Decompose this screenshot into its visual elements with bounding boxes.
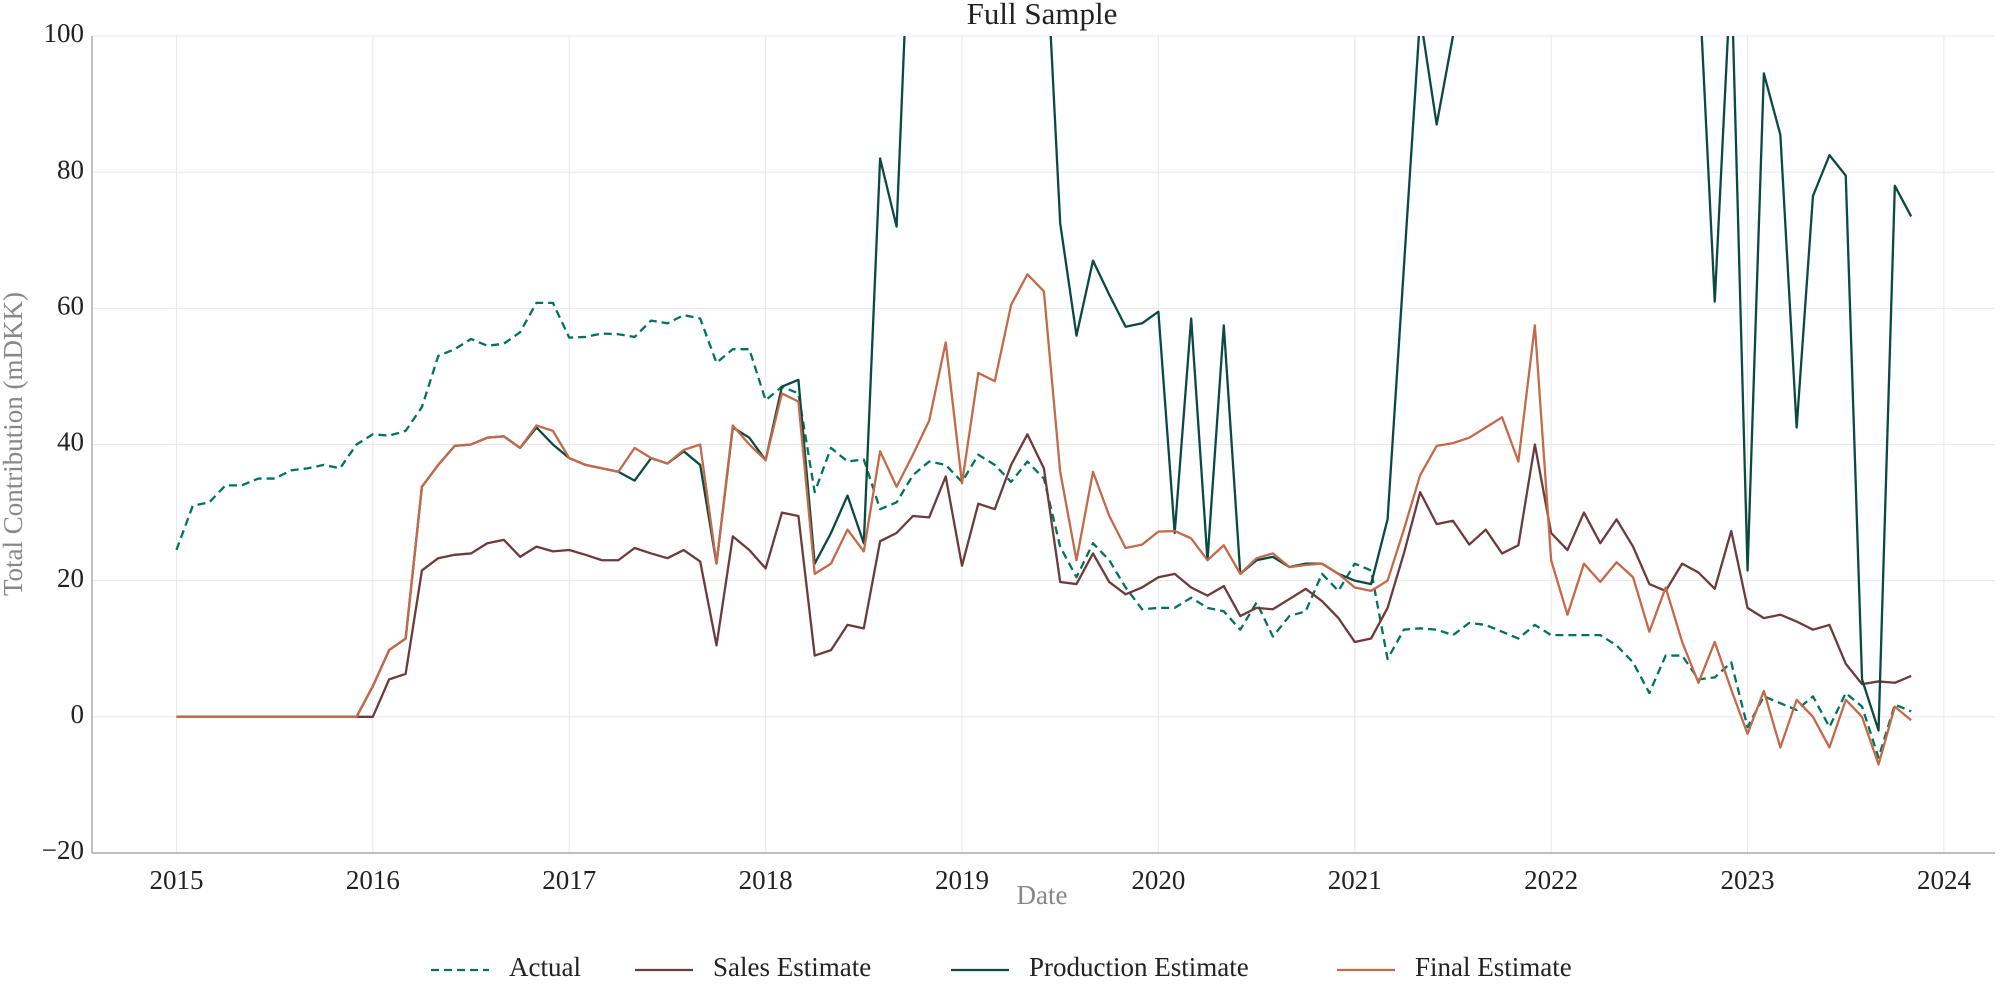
y-tick-label: 100 [44,18,85,48]
series-line [176,273,1912,766]
x-tick-label: 2018 [739,865,793,895]
x-tick-label: 2017 [542,865,596,895]
legend-label: Production Estimate [1029,952,1249,982]
y-tick-label: 40 [57,427,84,457]
y-tick-label: 60 [57,291,84,321]
y-tick-label: 80 [57,154,84,184]
x-axis-label: Date [1017,880,1068,910]
x-tick-label: 2020 [1131,865,1185,895]
chart-title: Full Sample [967,0,1118,31]
x-tick-label: 2021 [1328,865,1382,895]
x-tick-label: 2019 [935,865,989,895]
plot-area [175,36,1913,766]
x-tick-label: 2024 [1917,865,1972,895]
legend-label: Sales Estimate [713,952,871,982]
y-tick-label: 0 [71,699,85,729]
series-line [175,301,1912,759]
y-tick-label: −20 [42,835,84,865]
y-axis-label: Total Contribution (mDKK) [0,292,28,596]
x-tick-label: 2022 [1524,865,1578,895]
y-tick-label: 20 [57,563,84,593]
series-line [176,433,1912,718]
x-tick-label: 2015 [149,865,203,895]
series-line [176,36,1913,732]
x-tick-label: 2016 [346,865,400,895]
legend-label: Actual [509,952,581,982]
x-tick-label: 2023 [1721,865,1775,895]
legend-label: Final Estimate [1415,952,1572,982]
